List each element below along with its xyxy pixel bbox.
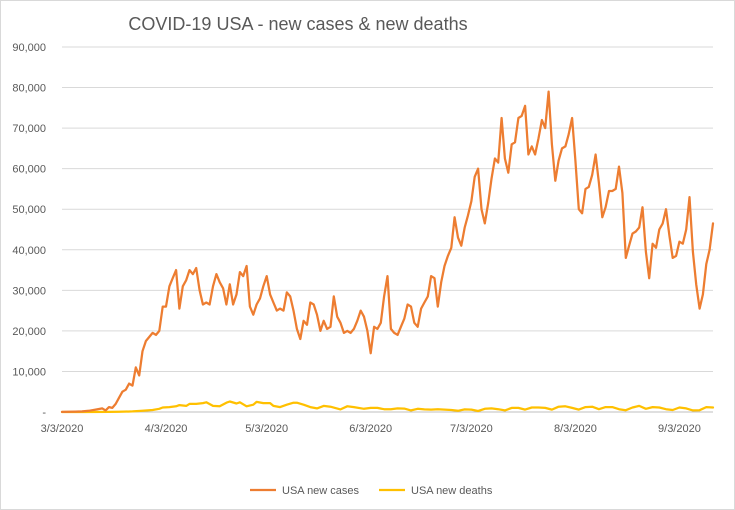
x-tick-label: 8/3/2020 [554,423,597,435]
series-line-0 [60,90,715,414]
y-tick-label: - [42,407,46,419]
chart-title: COVID-19 USA - new cases & new deaths [128,14,467,34]
series-lines [60,90,715,414]
legend-label: USA new deaths [411,485,493,497]
x-tick-label: 5/3/2020 [245,423,288,435]
y-tick-label: 40,000 [12,245,46,257]
legend-label: USA new cases [282,485,360,497]
x-tick-label: 7/3/2020 [450,423,493,435]
y-tick-label: 10,000 [12,366,46,378]
x-tick-label: 4/3/2020 [145,423,188,435]
legend: USA new cases USA new deaths [250,485,493,497]
y-tick-label: 70,000 [12,123,46,135]
series-line-1 [60,400,715,414]
x-axis-tick-labels: 3/3/2020 4/3/2020 5/3/2020 6/3/2020 7/3/2020… [41,423,701,435]
y-tick-label: 60,000 [12,164,46,176]
y-tick-label: 80,000 [12,83,46,95]
y-tick-label: 90,000 [12,42,46,54]
x-tick-label: 6/3/2020 [349,423,392,435]
y-tick-label: 30,000 [12,285,46,297]
y-tick-label: 50,000 [12,204,46,216]
x-tick-label: 3/3/2020 [41,423,84,435]
y-axis-tick-labels: - 10,000 20,000 30,000 40,000 50,000 60,000 70,… [12,42,46,419]
x-tick-label: 9/3/2020 [658,423,701,435]
y-tick-label: 20,000 [12,326,46,338]
gridlines [62,46,713,372]
